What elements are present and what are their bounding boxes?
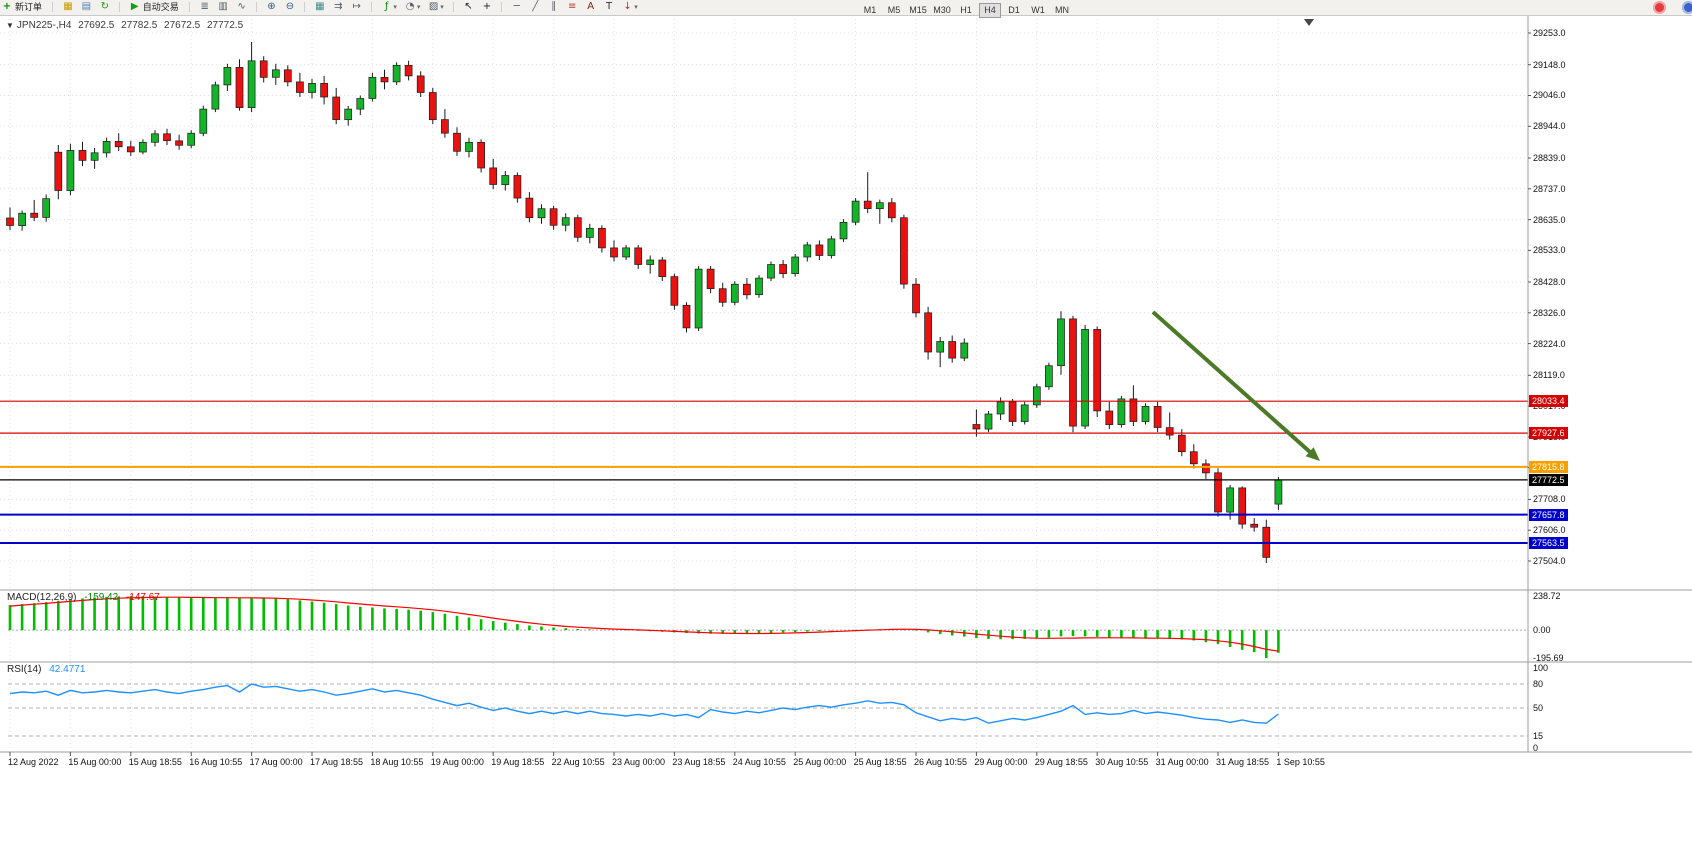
timeframe-mn[interactable]: MN [1055,5,1069,15]
toolbar-separator [189,2,191,12]
indicators-caret-icon[interactable]: ▾ [393,3,397,11]
timeframe-m1[interactable]: M1 [863,5,877,15]
chart-shift-marker[interactable] [1304,19,1314,26]
zoom-out-icon[interactable]: ⊖ [285,1,295,12]
macd-signal-line [9,596,1279,652]
overlay-badge-red-icon[interactable] [1653,1,1666,14]
rsi-indicator-label: RSI(14) 42.4771 [7,664,90,675]
rsi-value: 42.4771 [49,664,86,675]
text-icon[interactable]: A [587,1,595,12]
macd-signal-value: -147.67 [125,592,160,603]
timeframe-w1[interactable]: W1 [1031,5,1045,15]
new-order-icon[interactable]: + [2,1,12,12]
periods-caret-icon[interactable]: ▾ [416,3,421,11]
templates-caret-icon[interactable]: ▾ [440,3,444,11]
macd-histogram [8,596,1528,658]
overlay-badge-blue-icon[interactable] [1682,1,1692,14]
panel-separators [0,15,1692,753]
axis-ticks [9,32,1531,756]
indicators-icon[interactable]: ƒ [384,1,389,12]
timeframe-d1[interactable]: D1 [1008,5,1020,15]
templates-icon[interactable]: ▨ [428,1,439,12]
channel-icon[interactable]: ∥ [551,1,557,12]
trendline-icon[interactable]: ╱ [532,1,539,12]
tile-windows-icon[interactable]: ▦ [315,1,325,12]
text-label-icon[interactable]: T [606,1,613,12]
grid-lines [0,15,1528,752]
bar-open-value: 27692.5 [78,20,115,31]
autotrade-play-icon[interactable]: ▶ [130,1,139,12]
candlestick-chart-icon[interactable]: ▥ [218,1,228,12]
chart-shift-icon[interactable]: ↦ [352,1,361,12]
bar-close-value: 27772.5 [206,20,244,31]
zoom-in-icon[interactable]: ⊕ [267,1,276,12]
toolbar-separator [52,2,54,12]
periods-icon[interactable]: ◔ [405,1,415,12]
timeframe-h4[interactable]: H4 [979,3,1001,18]
cursor-icon[interactable]: ↖ [464,1,473,12]
toolbar: + 新订单 ▦ ▤ ↻ ▶ 自动交易 ≣ ▥ ∿ ⊕ ⊖ ▦ ⇉ ↦ ƒ ▾ ◔ ▾ ▨… [0,0,1692,18]
arrows-icon[interactable]: ↓ [623,1,632,12]
macd-main-value: -159.42 [84,592,119,603]
refresh-icon[interactable]: ↻ [100,1,110,12]
market-watch-icon[interactable]: ▤ [81,1,92,12]
timeframe-m15[interactable]: M15 [909,5,927,15]
bar-chart-icon[interactable]: ≣ [200,1,209,12]
bar-low-value: 27672.5 [164,20,201,31]
line-chart-icon[interactable]: ∿ [237,1,246,12]
timeframe-toolbar: M1 M5 M15 M30 H1 H4 D1 W1 MN [858,0,1074,18]
crosshair-icon[interactable]: + [482,1,492,12]
horizontal-price-lines[interactable] [0,400,1528,544]
horizontal-line-icon[interactable]: ─ [513,1,520,12]
profile-icon[interactable]: ▦ [63,1,73,12]
timeframe-m30[interactable]: M30 [933,5,951,15]
toolbar-separator [371,2,373,12]
rsi-level-lines [8,683,1528,737]
toolbar-separator [501,2,503,12]
toolbar-separator [119,2,121,12]
timeframe-m5[interactable]: M5 [887,5,901,15]
new-order-label[interactable]: 新订单 [15,2,43,12]
arrows-caret-icon[interactable]: ▾ [634,3,638,11]
macd-indicator-label: MACD(12,26,9) -159.42 -147.67 [7,592,165,603]
candlesticks [6,42,1283,564]
timeframe-h1[interactable]: H1 [960,5,972,15]
autotrade-label[interactable]: 自动交易 [142,2,179,12]
chart-symbol-period: JPN225-,H4 [16,20,72,31]
toolbar-separator [453,2,454,12]
toolbar-separator [256,2,258,12]
chart-title: ▼ JPN225-,H4 27692.5 27782.5 27672.5 2777… [6,20,247,31]
toolbar-separator [304,2,306,12]
bar-high-value: 27782.5 [121,20,158,31]
macd-name: MACD(12,26,9) [7,592,77,603]
rsi-name: RSI(14) [7,664,42,675]
auto-scroll-icon[interactable]: ⇉ [334,1,343,12]
rsi-line [9,683,1279,724]
chart-collapse-icon[interactable]: ▼ [6,21,14,30]
fibonacci-icon[interactable]: ≡ [567,1,577,12]
trend-arrow-annotation[interactable] [1151,310,1320,461]
